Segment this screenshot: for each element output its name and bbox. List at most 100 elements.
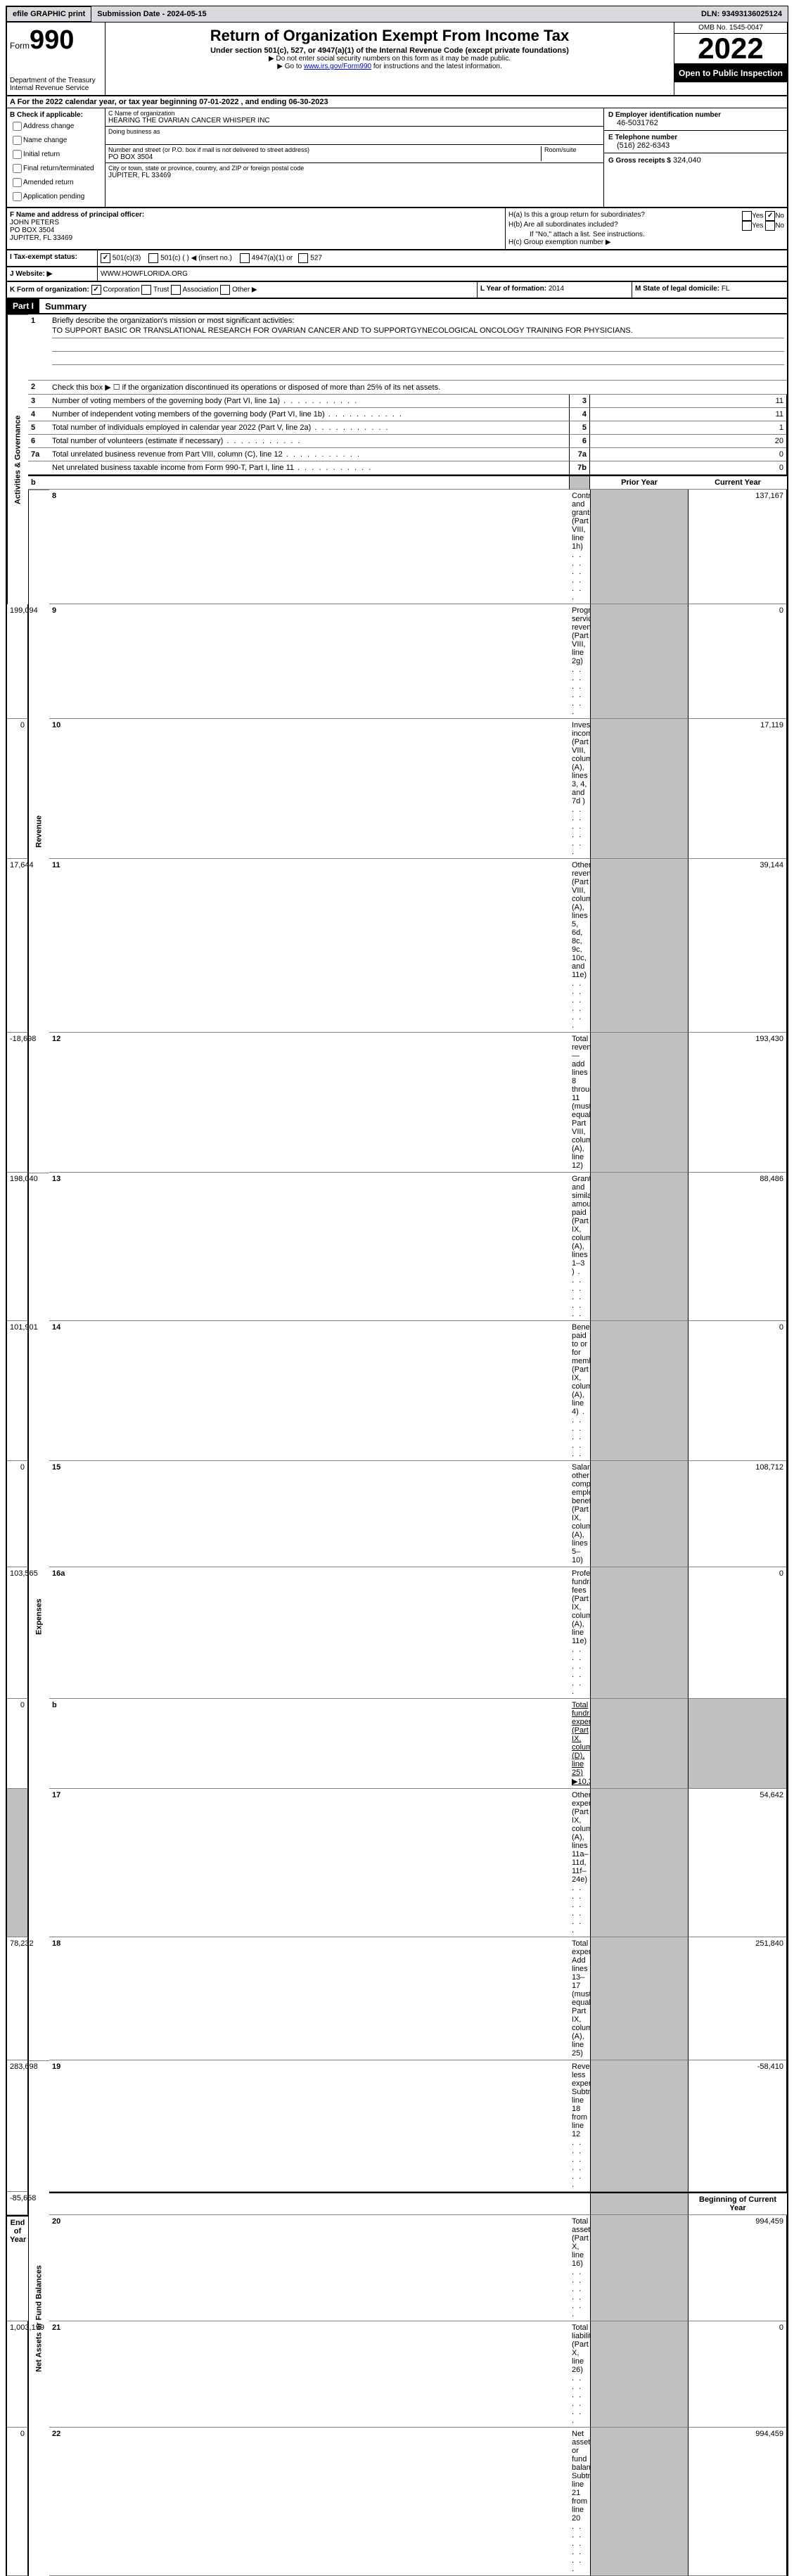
line13-prior: 88,486 <box>689 1173 787 1321</box>
line20-begin: 994,459 <box>689 2215 787 2321</box>
line10-current: 17,644 <box>7 859 28 1033</box>
year-formation: 2014 <box>549 285 564 293</box>
efile-button[interactable]: efile GRAPHIC print <box>6 6 91 22</box>
check-name-change[interactable]: Name change <box>10 134 102 147</box>
line4-value: 11 <box>590 408 787 421</box>
gross-receipts-value: 324,040 <box>673 156 701 165</box>
room-label: Room/suite <box>544 146 601 153</box>
check-corporation[interactable]: ✓ <box>91 285 101 295</box>
line15-prior: 108,712 <box>689 1461 787 1567</box>
g-gross-label: G Gross receipts $ <box>608 157 671 165</box>
state-domicile: FL <box>722 285 730 293</box>
line16a-prior: 0 <box>689 1567 787 1699</box>
org-name: HEARING THE OVARIAN CANCER WHISPER INC <box>108 117 601 125</box>
b-label: B Check if applicable: <box>10 111 102 119</box>
tax-year: 2022 <box>674 34 787 64</box>
line8-current: 199,094 <box>7 604 28 719</box>
line3-value: 11 <box>590 395 787 408</box>
f-officer-label: F Name and address of principal officer: <box>10 211 502 219</box>
form-number: Form990 <box>10 25 102 56</box>
section-fh: F Name and address of principal officer:… <box>6 208 788 250</box>
part1-title: Summary <box>39 301 87 312</box>
line11-prior: 39,144 <box>689 859 787 1033</box>
line18-current: 283,698 <box>7 2060 28 2192</box>
line18-prior: 251,840 <box>689 1937 787 2060</box>
officer-addr1: PO BOX 3504 <box>10 227 502 234</box>
irs-link[interactable]: www.irs.gov/Form990 <box>304 63 371 70</box>
line12-prior: 193,430 <box>689 1033 787 1173</box>
line16a-current: 0 <box>7 1699 28 1789</box>
check-address-change[interactable]: Address change <box>10 120 102 133</box>
check-final-return[interactable]: Final return/terminated <box>10 162 102 175</box>
line5-value: 1 <box>590 421 787 435</box>
check-application-pending[interactable]: Application pending <box>10 190 102 203</box>
col-prior-year: Prior Year <box>590 475 689 490</box>
line21-begin: 0 <box>689 2321 787 2428</box>
phone-value: (516) 262-6343 <box>608 141 783 150</box>
line17-prior: 54,642 <box>689 1789 787 1937</box>
line17-current: 78,232 <box>7 1937 28 2060</box>
website-value: WWW.HOWFLORIDA.ORG <box>98 267 787 281</box>
check-527[interactable] <box>298 253 308 263</box>
public-inspection: Open to Public Inspection <box>674 64 787 82</box>
ein-value: 46-5031762 <box>608 119 783 127</box>
col-end-year: End of Year <box>7 2215 28 2321</box>
vlabel-governance: Activities & Governance <box>7 314 28 604</box>
form-note2: ▶ Go to www.irs.gov/Form990 for instruct… <box>108 63 671 70</box>
line10-prior: 17,119 <box>689 719 787 859</box>
part1-badge: Part I <box>7 299 39 313</box>
submission-date: Submission Date - 2024-05-15 <box>91 7 212 21</box>
line9-current: 0 <box>7 719 28 859</box>
addr-label: Number and street (or P.O. box if mail i… <box>108 146 541 153</box>
check-other[interactable] <box>220 285 230 295</box>
check-4947[interactable] <box>240 253 250 263</box>
line22-begin: 994,459 <box>689 2428 787 2576</box>
vlabel-expenses: Expenses <box>28 1173 49 2060</box>
hb-label: H(b) Are all subordinates included? <box>508 221 618 231</box>
line7b-value: 0 <box>590 461 787 475</box>
check-trust[interactable] <box>141 285 151 295</box>
ha-yes[interactable] <box>742 211 752 221</box>
address-value: PO BOX 3504 <box>108 153 541 161</box>
ha-label: H(a) Is this a group return for subordin… <box>508 211 645 221</box>
row-i: I Tax-exempt status: ✓ 501(c)(3) 501(c) … <box>6 250 788 267</box>
hb-note: If "No," attach a list. See instructions… <box>508 231 784 238</box>
line1-label: Briefly describe the organization's miss… <box>52 317 784 325</box>
city-value: JUPITER, FL 33469 <box>108 172 601 179</box>
row-j: J Website: ▶ WWW.HOWFLORIDA.ORG <box>6 267 788 282</box>
col-current-year: Current Year <box>689 475 787 490</box>
col-begin-year: Beginning of Current Year <box>689 2192 787 2215</box>
mission-text: TO SUPPORT BASIC OR TRANSLATIONAL RESEAR… <box>52 325 784 338</box>
line13-current: 101,901 <box>7 1321 28 1461</box>
line7a-value: 0 <box>590 448 787 461</box>
row-a-tax-year: A For the 2022 calendar year, or tax yea… <box>6 96 788 108</box>
dba-label: Doing business as <box>108 128 601 135</box>
d-ein-label: D Employer identification number <box>608 111 783 119</box>
officer-addr2: JUPITER, FL 33469 <box>10 234 502 242</box>
hb-yes[interactable] <box>742 221 752 231</box>
line19-current: -85,658 <box>7 2192 28 2215</box>
hb-no[interactable] <box>765 221 775 231</box>
line15-current: 103,565 <box>7 1567 28 1699</box>
check-initial-return[interactable]: Initial return <box>10 148 102 161</box>
e-phone-label: E Telephone number <box>608 134 783 141</box>
line21-end: 0 <box>7 2428 28 2576</box>
line19-prior: -58,410 <box>689 2060 787 2192</box>
line2-text: Check this box ▶ ☐ if the organization d… <box>49 381 787 395</box>
part1-header-row: Part I Summary <box>6 299 788 314</box>
dln-label: DLN: 93493136025124 <box>696 7 788 21</box>
vlabel-netassets: Net Assets or Fund Balances <box>28 2060 49 2576</box>
line12-current: 198,040 <box>7 1173 28 1321</box>
line6-value: 20 <box>590 435 787 448</box>
line8-prior: 137,167 <box>689 490 787 604</box>
check-association[interactable] <box>171 285 181 295</box>
line14-prior: 0 <box>689 1321 787 1461</box>
check-501c3[interactable]: ✓ <box>101 253 110 263</box>
check-501c[interactable] <box>148 253 158 263</box>
form-title: Return of Organization Exempt From Incom… <box>108 27 671 45</box>
line14-current: 0 <box>7 1461 28 1567</box>
dept-label: Department of the Treasury Internal Reve… <box>10 77 102 92</box>
ha-no[interactable]: ✓ <box>765 211 775 221</box>
check-amended-return[interactable]: Amended return <box>10 176 102 189</box>
form-subtitle: Under section 501(c), 527, or 4947(a)(1)… <box>108 46 671 55</box>
